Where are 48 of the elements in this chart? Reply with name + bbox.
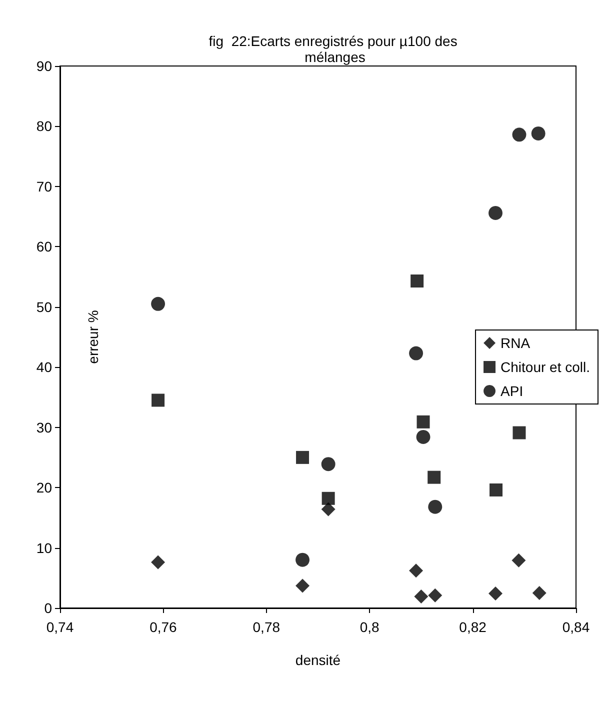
y-tick-label: 40 [36, 359, 52, 376]
x-tick-label: 0,76 [150, 619, 178, 635]
point [488, 206, 503, 220]
legend-label: API [500, 383, 524, 399]
y-tick-label: 70 [36, 178, 52, 194]
x-tick-label: 0,84 [562, 619, 590, 635]
point [152, 394, 165, 407]
point [151, 555, 166, 570]
x-tick-label: 0,78 [252, 619, 280, 635]
point [409, 564, 424, 578]
legend-label: RNA [500, 335, 531, 351]
y-tick-label: 30 [36, 419, 52, 436]
y-tick-label: 90 [36, 58, 52, 74]
point [428, 588, 442, 602]
x-tick-label: 0,74 [46, 619, 74, 635]
point [428, 470, 441, 484]
point [151, 296, 166, 311]
y-tick-label: 50 [36, 298, 52, 315]
y-tick-label: 60 [36, 238, 52, 255]
y-tick-label: 20 [36, 480, 52, 496]
x-tick-label: 0,82 [459, 619, 487, 635]
point [416, 430, 430, 444]
point [296, 450, 310, 464]
point [321, 457, 336, 472]
point [531, 126, 546, 140]
y-axis-title: erreur % [85, 310, 101, 364]
point [322, 492, 335, 505]
legend-label: Chitour et coll. [500, 359, 590, 375]
y-tick-label: 10 [36, 540, 52, 556]
x-axis-title: densité [295, 652, 341, 668]
point [512, 426, 526, 440]
y-tick-label: 0 [44, 600, 52, 616]
point [409, 346, 424, 360]
point [512, 128, 526, 142]
chart-title: fig 22:Ecarts enregistrés pour µ100 des mélanges [208, 33, 462, 65]
point [490, 483, 503, 496]
point [296, 578, 310, 593]
point [296, 552, 310, 567]
point [416, 415, 430, 428]
point [488, 586, 503, 601]
point [532, 586, 546, 600]
point [321, 502, 336, 516]
x-tick-label: 0,8 [360, 619, 380, 635]
y-tick-label: 80 [36, 118, 52, 134]
point [512, 553, 526, 568]
point [414, 590, 428, 604]
point [428, 500, 442, 514]
point [410, 274, 424, 288]
